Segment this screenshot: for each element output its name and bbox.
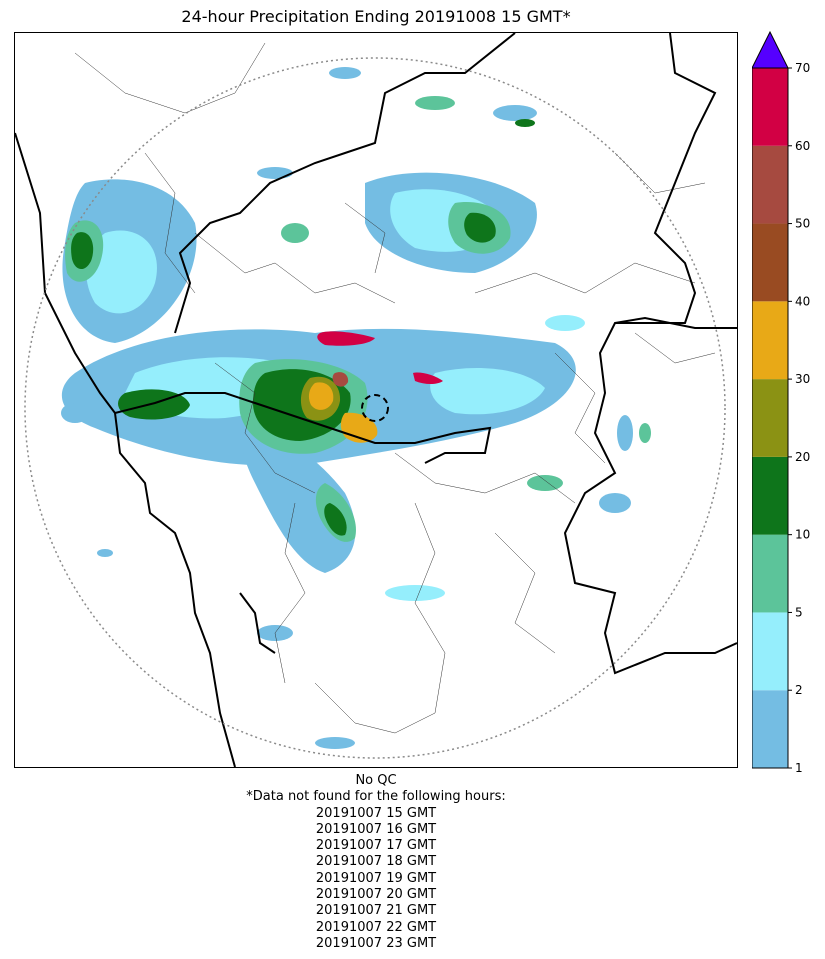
colorbar-tick-label: 30: [795, 372, 810, 386]
colorbar-segment: [752, 690, 788, 768]
colorbar-tick-label: 5: [795, 605, 803, 619]
map-canvas: [15, 33, 737, 767]
radar-site-marker: [361, 394, 389, 422]
colorbar-svg: 1 2 5 10 20 30 40 50 60 70: [751, 30, 810, 775]
missing-hour: 20191007 16 GMT: [315, 821, 437, 837]
precipitation-map: [14, 32, 738, 768]
missing-data-header: *Data not found for the following hours:: [246, 789, 506, 805]
colorbar-segment: [752, 223, 788, 302]
colorbar: 1 2 5 10 20 30 40 50 60 70: [751, 30, 825, 775]
missing-hour: 20191007 20 GMT: [315, 887, 437, 903]
footer-notes: No QC *Data not found for the following …: [0, 773, 752, 952]
colorbar-tick-label: 70: [795, 61, 810, 75]
missing-hour: 20191007 19 GMT: [315, 870, 437, 886]
colorbar-segment: [752, 68, 788, 146]
map-title: 24-hour Precipitation Ending 20191008 15…: [181, 7, 571, 26]
colorbar-segment: [752, 534, 788, 613]
colorbar-segment: [752, 456, 788, 535]
state-borders: [15, 33, 737, 767]
colorbar-tick-label: 20: [795, 450, 810, 464]
missing-hour: 20191007 15 GMT: [315, 805, 437, 821]
colorbar-tick-label: 10: [795, 528, 810, 542]
missing-hour: 20191007 21 GMT: [315, 903, 437, 919]
colorbar-segment: [752, 301, 788, 380]
missing-hour: 20191007 23 GMT: [315, 935, 437, 951]
colorbar-tick-label: 60: [795, 139, 810, 153]
colorbar-extend-arrow: [751, 30, 789, 69]
colorbar-segment: [752, 612, 788, 691]
colorbar-segment: [752, 145, 788, 224]
precipitation-field: [61, 67, 651, 749]
range-ring: [24, 57, 726, 759]
colorbar-tick-label: 50: [795, 217, 810, 231]
colorbar-tick-label: 1: [795, 761, 803, 772]
missing-hour: 20191007 18 GMT: [315, 854, 437, 870]
colorbar-segment: [752, 379, 788, 457]
missing-hour: 20191007 22 GMT: [315, 919, 437, 935]
colorbar-tick-label: 2: [795, 683, 803, 697]
colorbar-outline: [751, 67, 789, 769]
colorbar-tick-label: 40: [795, 294, 810, 308]
missing-hour: 20191007 17 GMT: [315, 838, 437, 854]
qc-note: No QC: [355, 773, 397, 788]
